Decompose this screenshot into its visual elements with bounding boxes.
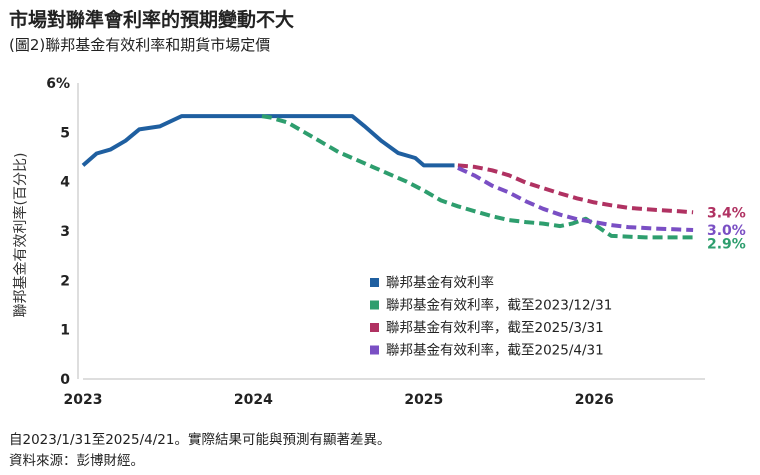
legend-label: 聯邦基金有效利率 [386, 274, 494, 291]
end-value-label: 3.4% [707, 205, 746, 221]
legend-label: 聯邦基金有效利率，截至2025/4/31 [386, 342, 604, 359]
chart-series [81, 114, 694, 240]
legend-label: 聯邦基金有效利率，截至2025/3/31 [386, 319, 604, 336]
y-tick-label: 6% [46, 76, 70, 92]
y-tick-label: 3 [60, 224, 70, 240]
footnote-source: 資料來源：彭博財經。 [9, 453, 144, 469]
legend-swatch [370, 300, 379, 310]
end-value-label: 2.9% [707, 236, 746, 252]
y-axis: 0 1 2 3 4 5 6% [46, 76, 79, 388]
footnote-note: 自2023/1/31至2025/4/21。實際結果可能與預測有顯著差異。 [9, 432, 391, 448]
series-line-3 [457, 163, 694, 215]
end-labels: 3.4% 3.0%2.9% [707, 205, 746, 252]
y-tick-label: 2 [60, 273, 70, 289]
series-line-1 [81, 114, 455, 168]
footnote: 自2023/1/31至2025/4/21。實際結果可能與預測有顯著差異。 資料來… [9, 430, 390, 472]
end-value-label: 3.0% [707, 223, 746, 239]
x-tick-label: 2023 [64, 392, 103, 408]
legend-swatch [370, 323, 379, 332]
y-tick-label: 4 [60, 175, 70, 191]
x-tick-label: 2025 [404, 392, 443, 408]
legend-label: 聯邦基金有效利率，截至2023/12/31 [386, 297, 612, 314]
x-tick-label: 2026 [575, 392, 614, 408]
x-axis: 2023 2024 2025 2026 [64, 378, 705, 408]
y-tick-label: 1 [60, 323, 70, 339]
y-tick-label: 5 [60, 125, 70, 141]
chart-subtitle: (圖2)聯邦基金有效利率和期貨市場定價 [9, 36, 271, 54]
y-axis-title: 聯邦基金有效利率(百分比) [12, 153, 29, 318]
series-line-4 [457, 166, 694, 232]
line-chart: 0 1 2 3 4 5 6% 2023 2024 2025 2026 3.4% 3.0%2.9% 聯… [12, 76, 746, 408]
legend-swatch [370, 278, 379, 287]
y-tick-label: 0 [60, 372, 70, 388]
page-title: 市場對聯準會利率的預期變動不大 [9, 9, 295, 31]
x-tick-label: 2024 [234, 392, 273, 408]
legend-swatch [370, 345, 379, 355]
